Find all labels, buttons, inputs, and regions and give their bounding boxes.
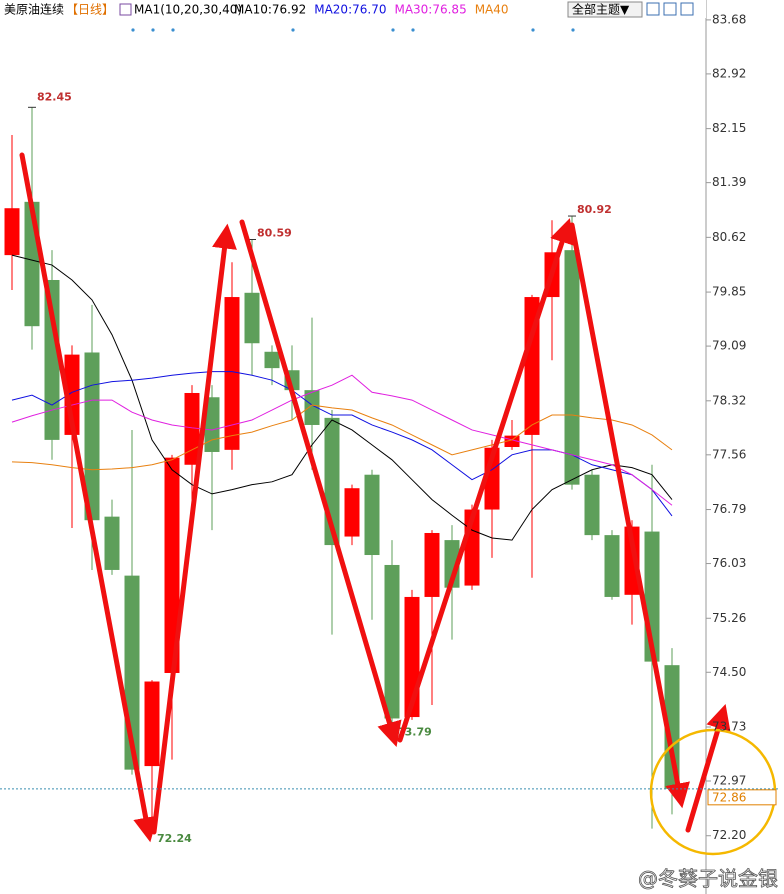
candle-body (164, 457, 180, 673)
y-tick-label: 82.15 (712, 121, 746, 135)
arrow (151, 223, 237, 835)
candle-body (304, 390, 320, 425)
legend-entry: MA10:76.92 (234, 3, 306, 17)
candle-body (664, 665, 680, 789)
extreme-label: 80.59 (257, 226, 292, 239)
indicator-icon[interactable] (119, 3, 132, 16)
arrow (685, 704, 731, 833)
candle-body (344, 488, 360, 537)
title: 美原油连续 (4, 2, 64, 17)
candle-body (264, 351, 280, 369)
watermark: @冬葵子说金银 (638, 867, 778, 891)
y-tick-label: 79.85 (712, 285, 746, 299)
tool-icon[interactable] (680, 2, 694, 16)
last-price-label: 72.86 (712, 790, 746, 804)
theme-button[interactable] (567, 1, 643, 18)
candle-body (44, 279, 60, 440)
legend: MA10:76.92 MA20:76.70 MA30:76.85 MA40 (234, 3, 509, 17)
candle-body (84, 352, 100, 521)
candle-body (384, 564, 400, 719)
y-tick-label: 76.03 (712, 556, 746, 570)
y-tick-label: 76.79 (712, 502, 746, 516)
candle-body (604, 535, 620, 597)
ma-line (11, 404, 673, 471)
y-tick-label: 82.92 (712, 66, 746, 80)
y-tick-label: 73.73 (712, 719, 746, 733)
candle-body (4, 208, 20, 256)
candle-body (144, 681, 160, 767)
tool-icon[interactable] (646, 2, 660, 16)
theme-button-label[interactable]: 全部主题▼ (572, 2, 630, 17)
candle-body (204, 397, 220, 452)
candle-body (424, 532, 440, 597)
candle-body (184, 392, 200, 465)
indicator: MA1(10,20,30,40) (134, 3, 242, 17)
candle-body (504, 435, 520, 447)
candle-body (624, 526, 640, 595)
y-tick-label: 75.26 (712, 611, 746, 625)
legend-entry: MA30:76.85 (394, 3, 466, 17)
candle-body (564, 250, 580, 485)
arrow (19, 152, 158, 843)
candle-body (364, 474, 380, 556)
extreme-label: 82.45 (37, 90, 72, 103)
header-bg (0, 0, 706, 18)
y-tick-label: 72.20 (712, 828, 746, 842)
y-tick-label: 74.50 (712, 665, 746, 679)
extreme-label: 72.24 (157, 832, 192, 845)
last-price-box (707, 789, 777, 806)
candle-body (244, 292, 260, 344)
legend-entry: MA40 (475, 3, 509, 17)
legend-entry: MA20:76.70 (314, 3, 386, 17)
candle-body (584, 474, 600, 536)
y-tick-label: 78.32 (712, 393, 746, 407)
arrow (239, 219, 402, 747)
period: 【日线】 (66, 3, 114, 17)
candle-body (104, 516, 120, 570)
drawn-arrows (19, 152, 731, 843)
ma-line (11, 254, 673, 541)
y-tick-label: 77.56 (712, 447, 746, 461)
y-tick-label: 83.68 (712, 12, 746, 26)
header-dots (131, 28, 575, 32)
arrow (569, 222, 690, 809)
y-tick-label: 80.62 (712, 230, 746, 244)
y-tick-label: 81.39 (712, 175, 746, 189)
y-tick-label: 79.09 (712, 339, 746, 353)
arrow (397, 218, 575, 743)
tool-icon[interactable] (663, 2, 677, 16)
y-tick-label: 72.97 (712, 774, 746, 788)
extreme-label: 80.92 (577, 203, 612, 216)
candle-body (224, 297, 240, 450)
candle-body (524, 297, 540, 435)
ma-line (11, 374, 673, 506)
